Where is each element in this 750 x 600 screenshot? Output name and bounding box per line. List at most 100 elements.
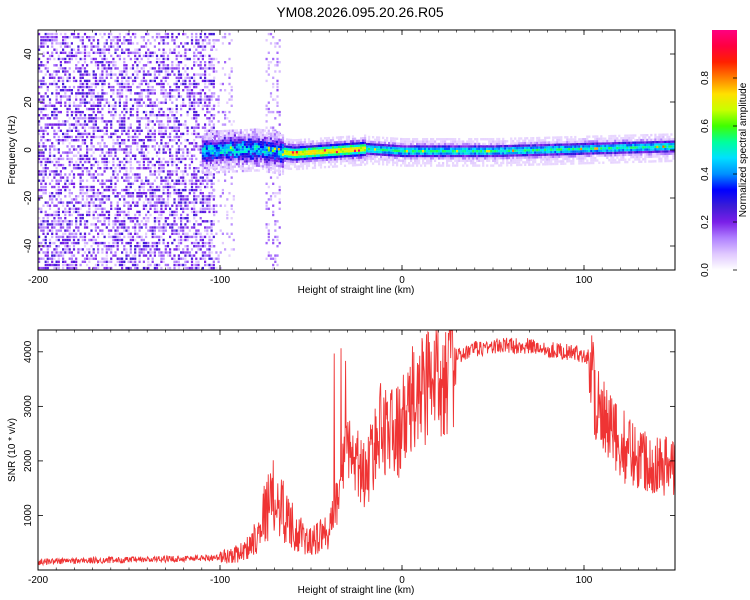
- heatmap-cell: [57, 263, 60, 267]
- heatmap-cell: [94, 254, 97, 257]
- heatmap-cell: [66, 179, 69, 182]
- heatmap-cell: [228, 32, 231, 36]
- heatmap-cell: [48, 157, 52, 161]
- heatmap-cell: [53, 185, 56, 189]
- heatmap-cell: [378, 160, 381, 163]
- heatmap-cell: [364, 148, 367, 152]
- heatmap-cell: [206, 107, 209, 111]
- heatmap-cell: [75, 64, 78, 67]
- heatmap-cell: [360, 137, 363, 140]
- heatmap-cell: [208, 82, 211, 86]
- heatmap-cell: [44, 145, 47, 148]
- heatmap-cell: [376, 143, 379, 146]
- heatmap-cell: [175, 36, 178, 39]
- heatmap-cell: [147, 126, 150, 129]
- heatmap-cell: [272, 182, 275, 185]
- heatmap-cell: [175, 248, 178, 251]
- heatmap-cell: [303, 143, 307, 146]
- heatmap-cell: [177, 254, 180, 257]
- heatmap-cell: [182, 54, 185, 58]
- heatmap-cell: [38, 57, 41, 61]
- heatmap-cell: [364, 134, 367, 137]
- heatmap-cell: [184, 238, 187, 242]
- heatmap-cell: [173, 217, 176, 220]
- heatmap-cell: [164, 182, 167, 185]
- heatmap-cell: [123, 195, 126, 198]
- heatmap-cell: [175, 170, 178, 173]
- heatmap-cell: [140, 154, 143, 157]
- heatmap-cell: [295, 146, 299, 149]
- heatmap-cell: [293, 165, 297, 168]
- heatmap-cell: [362, 141, 365, 145]
- heatmap-cell: [149, 129, 152, 132]
- heatmap-cell: [149, 229, 152, 232]
- heatmap-cell: [212, 182, 215, 185]
- heatmap-cell: [215, 163, 218, 167]
- heatmap-cell: [231, 143, 234, 147]
- heatmap-cell: [125, 67, 128, 70]
- heatmap-cell: [177, 266, 180, 270]
- heatmap-cell: [162, 170, 165, 173]
- heatmap-cell: [275, 164, 279, 167]
- heatmap-cell: [307, 164, 311, 167]
- heatmap-cell: [360, 154, 363, 157]
- heatmap-cell: [329, 163, 333, 166]
- heatmap-cell: [94, 82, 97, 86]
- heatmap-cell: [158, 248, 161, 251]
- heatmap-cell: [315, 152, 319, 155]
- heatmap-cell: [276, 95, 279, 98]
- heatmap-cell: [169, 92, 172, 95]
- heatmap-cell: [55, 245, 58, 248]
- heatmap-cell: [40, 42, 43, 45]
- heatmap-cell: [311, 161, 315, 165]
- heatmap-cell: [221, 141, 224, 145]
- heatmap-cell: [110, 201, 113, 204]
- heatmap-cell: [231, 170, 234, 173]
- heatmap-cell: [217, 254, 220, 257]
- heatmap-cell: [162, 85, 165, 89]
- heatmap-cell: [55, 173, 58, 176]
- heatmap-cell: [97, 79, 100, 83]
- heatmap-cell: [44, 114, 47, 117]
- heatmap-cell: [177, 120, 180, 123]
- heatmap-cell: [75, 51, 78, 54]
- heatmap-cell: [97, 45, 100, 48]
- heatmap-cell: [72, 210, 76, 214]
- heatmap-cell: [283, 145, 287, 148]
- heatmap-cell: [136, 101, 139, 104]
- heatmap-cell: [55, 263, 58, 267]
- heatmap-cell: [219, 146, 222, 150]
- heatmap-cell: [55, 107, 58, 111]
- heatmap-cell: [62, 248, 65, 251]
- heatmap-cell: [125, 185, 128, 189]
- heatmap-cell: [204, 79, 207, 83]
- heatmap-cell: [147, 251, 150, 254]
- heatmap-cell: [209, 166, 212, 169]
- heatmap-cell: [175, 182, 178, 185]
- heatmap-cell: [112, 73, 115, 76]
- heatmap-cell: [285, 145, 289, 148]
- heatmap-cell: [149, 251, 152, 254]
- heatmap-cell: [140, 167, 143, 170]
- heatmap-cell: [75, 98, 78, 101]
- heatmap-cell: [295, 151, 299, 154]
- heatmap-cell: [42, 64, 45, 67]
- heatmap-cell: [295, 143, 299, 147]
- heatmap-cell: [125, 201, 128, 204]
- heatmap-cell: [204, 198, 207, 201]
- heatmap-cell: [199, 238, 202, 242]
- heatmap-cell: [105, 185, 108, 189]
- heatmap-cell: [121, 232, 124, 235]
- heatmap-cell: [88, 148, 91, 151]
- heatmap-cell: [125, 170, 128, 173]
- heatmap-cell: [40, 182, 43, 185]
- heatmap-cell: [62, 139, 65, 142]
- heatmap-cell: [195, 179, 198, 182]
- heatmap-cell: [323, 161, 327, 164]
- heatmap-cell: [83, 104, 87, 107]
- heatmap-cell: [72, 145, 76, 148]
- heatmap-cell: [160, 101, 163, 104]
- heatmap-cell: [331, 141, 335, 144]
- heatmap-cell: [193, 266, 196, 270]
- heatmap-cell: [158, 167, 161, 170]
